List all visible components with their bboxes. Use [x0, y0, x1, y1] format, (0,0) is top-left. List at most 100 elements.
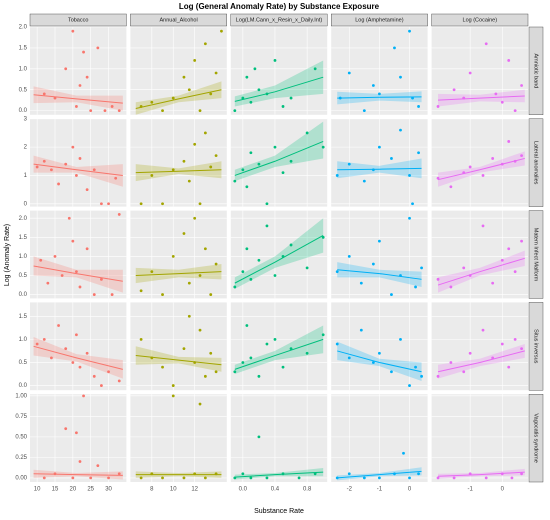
point — [305, 131, 309, 135]
point — [187, 179, 191, 183]
column-strip-label: Log (Amphetamine) — [355, 17, 403, 23]
point — [245, 247, 249, 251]
point — [182, 232, 186, 235]
fit-line — [337, 96, 422, 99]
column-strip-label: Log(LM.Cann_x_Resin_x_Daily.Int) — [236, 17, 323, 23]
point — [408, 216, 411, 220]
confidence-band — [337, 91, 422, 105]
point — [64, 162, 68, 166]
point — [193, 216, 197, 220]
point — [305, 351, 309, 355]
point — [321, 145, 325, 149]
fit-line — [135, 89, 222, 110]
point — [481, 328, 485, 332]
point — [417, 151, 420, 155]
point — [273, 274, 277, 277]
panel-background — [130, 27, 227, 115]
x-tick-label: -2 — [347, 487, 353, 493]
panel-background — [30, 118, 127, 207]
point — [75, 431, 78, 435]
point — [171, 384, 175, 387]
confidence-band — [337, 341, 422, 381]
point — [257, 374, 261, 378]
point — [85, 351, 89, 355]
fit-line — [337, 167, 422, 171]
point — [71, 29, 75, 33]
x-tick-label: -1 — [377, 487, 383, 493]
point — [452, 88, 456, 92]
point — [420, 374, 423, 378]
column-strip-label: Annual_Alcohol — [159, 17, 197, 23]
point — [265, 224, 269, 228]
point — [484, 476, 488, 480]
point — [520, 347, 523, 351]
point — [281, 171, 285, 175]
point — [100, 202, 103, 206]
point — [273, 145, 277, 149]
y-tick-label: 1.0 — [19, 66, 28, 72]
point — [161, 476, 164, 480]
y-tick-label: 2.0 — [19, 216, 28, 222]
point — [462, 266, 466, 270]
y-tick-label: 0.00 — [15, 475, 27, 481]
point — [75, 105, 78, 108]
point — [436, 374, 440, 378]
point — [150, 100, 154, 104]
fit-line — [33, 473, 123, 476]
point — [171, 96, 175, 100]
point — [249, 356, 253, 360]
point — [89, 109, 93, 113]
point — [46, 281, 50, 285]
point — [481, 174, 485, 177]
point — [393, 46, 396, 50]
point — [150, 174, 154, 177]
point — [335, 270, 339, 274]
point — [182, 75, 186, 79]
point — [436, 176, 440, 180]
point — [71, 361, 75, 364]
point — [411, 202, 414, 206]
confidence-band — [438, 468, 525, 479]
point — [362, 109, 366, 113]
x-tick-label: 12 — [191, 487, 198, 493]
y-tick-label: 0.75 — [15, 414, 27, 420]
point — [253, 67, 257, 71]
fit-line — [135, 355, 222, 366]
confidence-band — [234, 468, 324, 480]
point — [85, 188, 89, 192]
point — [92, 374, 96, 378]
point — [347, 255, 351, 258]
point — [193, 59, 197, 62]
row-strip-label: Amniotic band — [533, 53, 539, 88]
y-tick-label: 1.5 — [19, 235, 28, 241]
point — [96, 46, 100, 50]
panel-background — [130, 118, 227, 207]
point — [203, 476, 207, 480]
point — [335, 174, 339, 177]
point — [82, 50, 85, 54]
point — [452, 476, 456, 480]
row-strip-label: Situs inversus — [533, 329, 539, 363]
fit-line — [33, 265, 123, 282]
point — [510, 476, 514, 480]
x-tick-label: 10 — [34, 487, 41, 493]
column-strip-label: Tobacco — [68, 17, 89, 23]
y-tick-label: 2 — [24, 145, 28, 151]
y-tick-label: 1.5 — [19, 45, 28, 51]
x-tick-label: 20 — [70, 487, 77, 493]
panel-background — [130, 210, 227, 299]
strip — [130, 13, 227, 27]
panel-background — [431, 302, 528, 391]
point — [359, 328, 363, 332]
y-tick-label: 0.0 — [19, 292, 28, 298]
point — [42, 476, 46, 480]
confidence-band — [234, 121, 324, 182]
point — [408, 29, 411, 33]
point — [57, 324, 60, 327]
point — [257, 162, 261, 166]
point — [103, 109, 107, 113]
row-strip-label: Matern Infect Malform — [533, 228, 539, 282]
y-tick-label: 1.5 — [19, 314, 28, 320]
point — [513, 109, 517, 113]
point — [233, 285, 237, 289]
